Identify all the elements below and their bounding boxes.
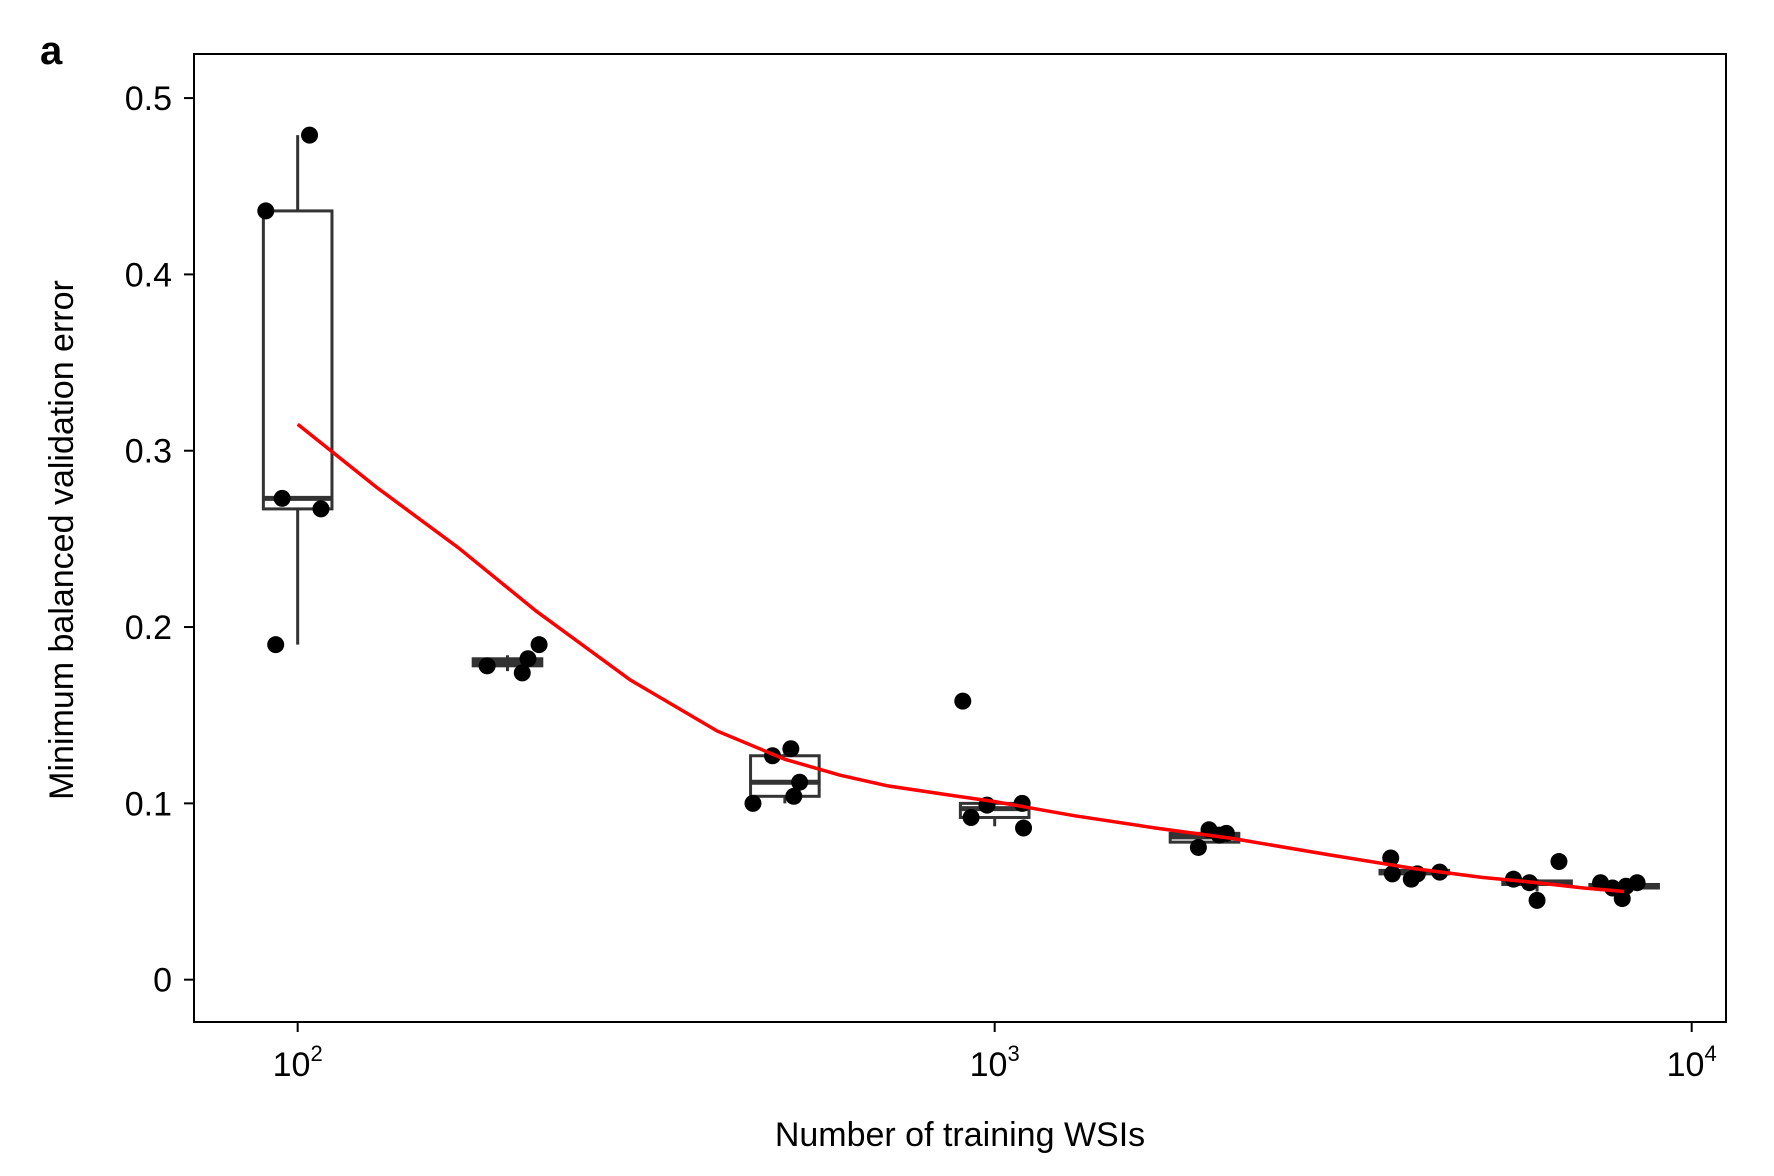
data-point [1528, 891, 1546, 909]
y-tick-label: 0.2 [125, 609, 172, 647]
box-iqr [261, 209, 334, 511]
data-point [962, 808, 980, 826]
data-point [782, 740, 800, 758]
data-point [519, 650, 537, 668]
y-tick-label: 0.5 [125, 80, 172, 118]
data-points [257, 126, 1646, 909]
y-tick-label: 0.4 [125, 256, 172, 294]
y-tick-label: 0.3 [125, 433, 172, 471]
data-point [1550, 853, 1568, 871]
x-tick-label: 104 [1667, 1041, 1717, 1084]
data-point [257, 202, 275, 220]
data-point [785, 787, 803, 805]
box-iqr [749, 754, 821, 798]
y-axis-title: Minimum balanced validation error [43, 280, 81, 800]
y-axis: 0 0.1 0.2 0.3 0.4 0.5 [125, 80, 194, 1000]
boxplot [261, 135, 334, 645]
data-point [954, 692, 972, 710]
data-point [1382, 849, 1400, 867]
data-point [273, 489, 291, 507]
boxplots [261, 135, 1660, 892]
data-point [744, 794, 762, 812]
plot-frame [193, 53, 1727, 1023]
data-point [267, 636, 285, 654]
x-axis: 102 103 104 [273, 1022, 1717, 1084]
data-point [478, 657, 496, 675]
panel-label: a [40, 29, 63, 73]
data-point [301, 126, 319, 144]
x-tick-label: 102 [273, 1041, 323, 1084]
data-point [1013, 794, 1031, 812]
data-point [791, 773, 809, 791]
data-point [530, 636, 548, 654]
data-point [1628, 874, 1646, 892]
y-tick-label: 0 [153, 962, 172, 1000]
data-point [1383, 865, 1401, 883]
x-axis-title: Number of training WSIs [775, 1116, 1145, 1154]
x-tick-label: 103 [970, 1041, 1020, 1084]
fit-curve [296, 422, 1625, 894]
boxplot [749, 748, 821, 804]
data-point [312, 500, 330, 518]
y-tick-label: 0.1 [125, 785, 172, 823]
data-point [1189, 838, 1207, 856]
data-point [513, 664, 531, 682]
data-point [1015, 819, 1033, 837]
